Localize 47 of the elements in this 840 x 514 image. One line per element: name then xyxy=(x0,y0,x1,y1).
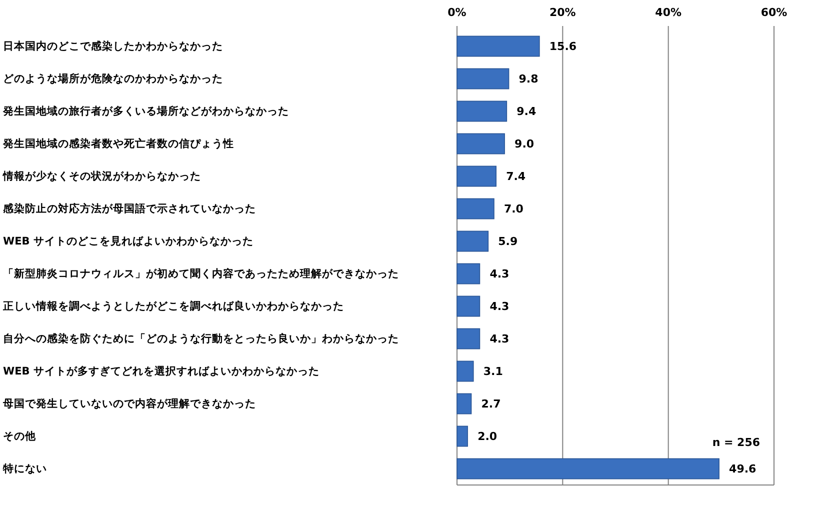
bar xyxy=(456,426,468,447)
y-tick-label: 母国で発生していないので内容が理解できなかった xyxy=(2,397,256,410)
bar xyxy=(456,328,480,350)
bar xyxy=(456,263,480,284)
x-tick-label: 40% xyxy=(655,6,682,19)
data-label: 49.6 xyxy=(729,462,757,476)
y-tick-label: WEB サイトのどこを見ればよいかわからなかった xyxy=(3,236,254,248)
data-label: 4.3 xyxy=(490,300,510,314)
bar xyxy=(456,296,480,317)
y-tick-label: その他 xyxy=(3,430,37,443)
y-tick-label: 発生国地域の感染者数や死亡者数の信ぴょう性 xyxy=(2,137,234,150)
y-tick-label: 感染防止の対応方法が母国語で示されていなかった xyxy=(2,202,256,216)
bar xyxy=(456,133,505,154)
y-tick-label: WEB サイトが多すぎてどれを選択すればよいかわからなかった xyxy=(3,364,320,378)
x-tick-label: 0% xyxy=(448,6,466,19)
bar xyxy=(456,166,496,187)
y-tick-label: 発生国地域の旅行者が多くいる場所などがわからなかった xyxy=(2,104,289,118)
x-tick-label: 60% xyxy=(760,6,788,19)
data-label: 4.3 xyxy=(490,332,510,346)
data-label: 9.0 xyxy=(514,138,534,151)
bar xyxy=(456,393,472,414)
data-label: 7.4 xyxy=(506,170,526,184)
data-label: 9.4 xyxy=(516,105,536,118)
data-label: 5.9 xyxy=(498,235,518,248)
data-label: 15.6 xyxy=(549,40,577,54)
bar xyxy=(456,36,540,57)
bar xyxy=(456,458,720,480)
y-tick-label: 自分への感染を防ぐために「どのような行動をとったら良いか」わからなかった xyxy=(3,332,399,346)
data-label: 7.0 xyxy=(504,202,524,216)
data-label: 9.8 xyxy=(518,72,538,86)
y-tick-label: 情報が少なくその状況がわからなかった xyxy=(2,170,201,183)
data-label: 3.1 xyxy=(483,365,503,378)
x-tick-label: 20% xyxy=(549,6,576,19)
y-tick-label: 正しい情報を調べようとしたがどこを調べれば良いかわからなかった xyxy=(2,300,344,313)
data-label: 2.7 xyxy=(481,398,501,411)
annotation: n = 256 xyxy=(712,436,760,449)
data-label: 4.3 xyxy=(490,268,510,281)
bar xyxy=(456,360,474,382)
y-tick-label: 特にない xyxy=(2,462,47,476)
y-tick-label: 「新型肺炎コロナウィルス」が初めて聞く内容であったため理解ができなかった xyxy=(3,267,399,280)
bar xyxy=(456,198,494,220)
y-tick-label: どのような場所が危険なのかわからなかった xyxy=(3,72,223,86)
bar xyxy=(456,100,508,122)
bar xyxy=(456,230,489,252)
data-label: 2.0 xyxy=(478,430,498,444)
y-tick-label: 日本国内のどこで感染したかわからなかった xyxy=(3,40,223,53)
bar xyxy=(456,68,510,90)
